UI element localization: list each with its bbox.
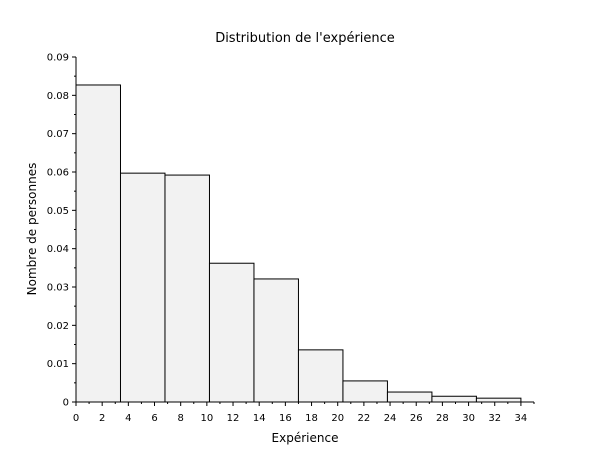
x-tick-label-2: 4 [125,413,131,424]
bars-group [75,84,522,403]
x-tick-label-1: 2 [99,413,105,424]
x-tick-label-8: 16 [279,413,292,424]
histogram-bar-7 [386,391,433,403]
x-tick-label-5: 10 [200,413,213,424]
y-tick-label-4: 0.04 [47,244,69,255]
y-tick-label-3: 0.03 [47,283,69,294]
histogram-bar-3 [208,262,255,403]
x-tick-label-17: 34 [515,413,528,424]
x-tick-label-7: 14 [253,413,266,424]
chart-title: Distribution de l'expérience [215,31,395,46]
histogram-bar-5 [297,349,344,403]
y-tick-label-0: 0 [63,398,69,409]
y-tick-label-8: 0.08 [47,91,69,102]
x-tick-label-15: 30 [462,413,475,424]
x-tick-label-3: 6 [151,413,157,424]
histogram-bar-4 [253,278,299,403]
x-tick-label-11: 22 [358,413,371,424]
y-tick-label-6: 0.06 [47,168,69,179]
histogram-bar-1 [119,172,166,403]
x-tick-label-9: 18 [305,413,318,424]
y-tick-label-2: 0.02 [47,321,69,332]
histogram-bar-8 [431,395,477,403]
histogram-bar-6 [342,380,388,403]
x-tick-label-0: 0 [73,413,79,424]
histogram-bar-0 [75,84,121,403]
y-tick-label-7: 0.07 [47,129,69,140]
x-tick-label-6: 12 [227,413,240,424]
x-axis-title: Expérience [272,431,339,445]
x-tick-label-14: 28 [436,413,449,424]
y-axis-title: Nombre de personnes [25,163,39,296]
y-tick-label-9: 0.09 [47,53,69,64]
x-tick-label-10: 20 [331,413,344,424]
y-tick-label-1: 0.01 [47,359,69,370]
histogram-bar-2 [164,174,210,403]
x-tick-label-16: 32 [488,413,501,424]
x-tick-label-4: 8 [177,413,183,424]
x-tick-label-13: 26 [410,413,423,424]
x-tick-label-12: 24 [384,413,397,424]
axes-group: 00.010.020.030.040.050.060.070.080.090 2 4… [47,53,535,424]
histogram-bar-9 [475,397,522,403]
y-tick-label-5: 0.05 [47,206,69,217]
